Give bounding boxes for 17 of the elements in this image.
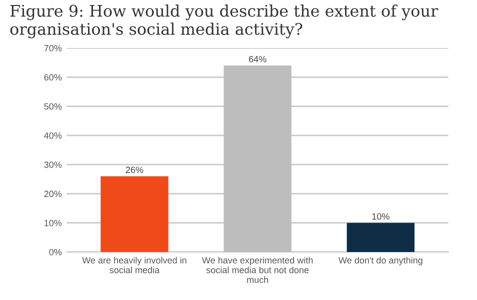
chart-title: Figure 9: How would you describe the extent of your organisation's social media activity? (10, 4, 438, 38)
bar (346, 222, 415, 252)
x-tick-label: We don't do anything (338, 256, 422, 266)
x-tick-label: We have experimented with social media but not done much (202, 256, 313, 283)
y-tick-label: 30% (44, 162, 62, 168)
x-tick-label: We are heavily involved in social media (82, 256, 186, 274)
data-label: 26% (126, 166, 144, 174)
bar (100, 176, 168, 252)
y-tick-label: 50% (44, 103, 62, 110)
data-label: 64% (249, 56, 266, 62)
y-tick-label: 60% (44, 74, 62, 81)
y-tick-label: 20% (44, 190, 62, 198)
y-tick-label: 70% (44, 44, 62, 52)
y-tick-label: 10% (44, 220, 62, 226)
y-tick-label: 0% (49, 248, 62, 256)
data-label: 10% (372, 213, 390, 220)
y-tick-label: 40% (44, 132, 62, 139)
